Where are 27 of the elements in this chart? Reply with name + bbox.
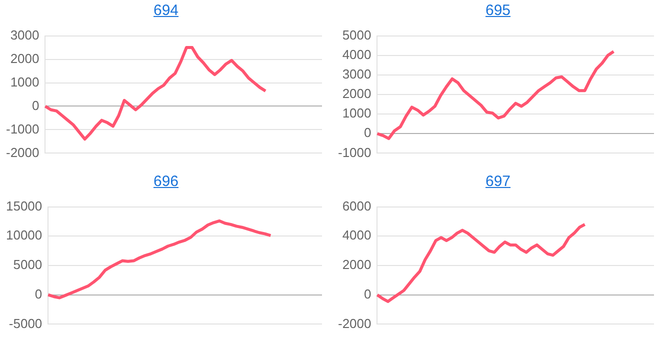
- y-tick-label: 2000: [342, 257, 372, 272]
- y-tick-label: 0: [364, 286, 372, 302]
- y-tick-label: 2000: [342, 86, 372, 102]
- y-tick-label: 4000: [342, 46, 372, 62]
- y-tick-label: 5000: [342, 27, 372, 42]
- y-tick-label: 15000: [6, 198, 42, 214]
- y-tick-label: -1000: [338, 144, 372, 160]
- chart-title: 694: [153, 2, 179, 19]
- y-tick-label: 2000: [10, 50, 40, 66]
- y-tick-label: -2000: [6, 144, 40, 160]
- y-tick-label: 3000: [342, 66, 372, 82]
- y-tick-label: 1000: [10, 74, 40, 90]
- y-tick-label: 4000: [342, 228, 372, 243]
- y-tick-label: 10000: [6, 228, 42, 243]
- y-tick-label: 1000: [342, 106, 372, 121]
- chart-title: 697: [485, 173, 511, 190]
- y-tick-label: -5000: [8, 316, 42, 331]
- y-tick-label: 5000: [13, 257, 42, 272]
- y-tick-label: 3000: [10, 27, 40, 42]
- y-tick-label: -1000: [6, 121, 40, 136]
- y-tick-label: 0: [364, 125, 372, 140]
- chart-title: 696: [153, 173, 179, 190]
- chart-title: 695: [485, 2, 511, 19]
- y-tick-label: 0: [34, 286, 42, 302]
- y-tick-label: -2000: [338, 316, 372, 331]
- y-tick-label: 6000: [342, 198, 372, 214]
- y-tick-label: 0: [32, 98, 40, 113]
